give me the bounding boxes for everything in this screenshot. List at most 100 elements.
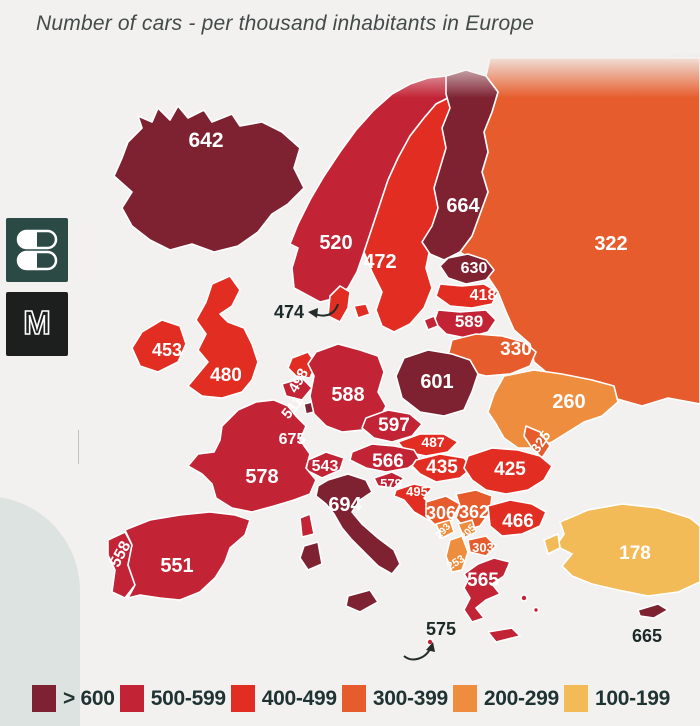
country-turkey-thrace[interactable]	[543, 533, 561, 555]
label-estonia: 630	[461, 260, 488, 277]
country-greece[interactable]	[463, 557, 511, 623]
label-uk: 480	[210, 365, 242, 386]
label-bulgaria: 466	[502, 511, 534, 532]
country-czechia[interactable]	[361, 409, 423, 443]
legend-item-300: 300-399	[341, 685, 448, 712]
label-croatia: 495	[406, 484, 428, 499]
country-turkey[interactable]	[555, 503, 700, 597]
label-italy: 694	[328, 494, 362, 516]
decor-vertical-line	[78, 430, 79, 464]
label-turkey: 178	[619, 543, 651, 564]
label-poland: 601	[420, 371, 453, 393]
country-hungary[interactable]	[411, 453, 473, 483]
legend-swatch-600	[32, 685, 56, 712]
country-netherlands[interactable]	[287, 351, 317, 379]
label-iceland: 642	[188, 129, 223, 152]
country-bosnia[interactable]	[425, 495, 461, 529]
country-italy-sardinia[interactable]	[299, 541, 323, 571]
label-austria: 566	[372, 451, 404, 472]
country-latvia[interactable]	[435, 283, 499, 309]
label-germany: 588	[331, 384, 364, 406]
country-uk[interactable]	[187, 275, 259, 399]
country-kaliningrad[interactable]	[423, 315, 439, 331]
label-ireland: 453	[152, 340, 182, 360]
country-iceland[interactable]	[113, 105, 305, 253]
legend-label-400: 400-499	[261, 686, 337, 710]
label-cyprus: 665	[632, 626, 662, 646]
label-slovenia: 579	[380, 476, 402, 491]
label-greece: 565	[467, 570, 499, 591]
legend-item-400: 400-499	[230, 685, 337, 712]
label-denmark: 474	[274, 302, 304, 322]
country-greece-island-2[interactable]	[532, 606, 540, 614]
legend-swatch-500	[119, 685, 144, 712]
top-fade-overlay	[290, 52, 700, 98]
label-lithuania: 589	[455, 312, 483, 331]
country-poland[interactable]	[395, 349, 479, 417]
label-russia: 322	[594, 233, 627, 255]
legend-swatch-100	[563, 685, 588, 712]
legend-label-200: 200-299	[483, 686, 559, 710]
label-north-macedonia: 303	[472, 540, 494, 555]
label-bosnia: 306	[426, 503, 456, 523]
country-ukraine[interactable]	[487, 369, 619, 449]
label-slovakia: 487	[421, 434, 445, 450]
country-romania[interactable]	[463, 447, 553, 495]
country-value-labels: 642 520 472 664 322 630 418 589 330 601 …	[107, 129, 662, 646]
sidebar-logos: M	[6, 218, 70, 366]
country-italy[interactable]	[315, 473, 401, 575]
country-belgium[interactable]	[281, 377, 313, 401]
label-czechia: 597	[378, 415, 410, 436]
label-serbia: 362	[459, 502, 489, 522]
legend-item-500: 500-599	[119, 685, 226, 712]
country-spain[interactable]	[124, 511, 251, 601]
m-logo-tile[interactable]: M	[6, 292, 68, 356]
country-estonia[interactable]	[439, 253, 495, 285]
m-logo-icon: M	[6, 290, 68, 359]
label-belarus: 330	[500, 339, 532, 360]
country-albania[interactable]	[445, 535, 469, 573]
legend-label-100: 100-199	[594, 686, 670, 710]
label-norway: 520	[319, 232, 352, 254]
country-north-macedonia[interactable]	[467, 535, 497, 557]
country-denmark[interactable]	[327, 285, 351, 323]
country-montenegro[interactable]	[435, 519, 455, 539]
country-bulgaria[interactable]	[487, 499, 547, 537]
malta-arrowhead	[426, 642, 435, 652]
legend-item-200: 200-299	[452, 685, 559, 712]
label-sweden: 472	[363, 251, 396, 273]
label-romania: 425	[494, 459, 526, 480]
country-corsica[interactable]	[299, 513, 315, 538]
label-spain: 551	[160, 555, 193, 577]
pills-logo-tile[interactable]	[6, 218, 68, 282]
label-ukraine: 260	[552, 391, 585, 413]
country-kosovo[interactable]	[457, 519, 477, 539]
country-italy-sicily[interactable]	[345, 589, 379, 613]
legend-label-300: 300-399	[372, 686, 448, 710]
label-hungary: 435	[426, 457, 458, 478]
legend-swatch-400	[230, 685, 255, 712]
label-finland: 664	[446, 195, 480, 217]
legend-swatch-300	[341, 685, 366, 712]
svg-text:M: M	[23, 304, 51, 341]
malta-arrow	[403, 646, 432, 661]
legend-label-500: 500-599	[150, 686, 226, 710]
label-luxembourg: 675	[279, 431, 306, 448]
label-latvia: 418	[470, 287, 497, 304]
country-finland[interactable]	[421, 69, 499, 261]
country-ireland[interactable]	[131, 319, 187, 373]
country-cyprus[interactable]	[637, 603, 669, 619]
country-greece-island-1[interactable]	[520, 594, 528, 602]
country-serbia[interactable]	[455, 489, 493, 531]
country-france[interactable]	[187, 399, 317, 513]
label-switzerland: 543	[312, 458, 339, 475]
country-slovenia[interactable]	[373, 471, 405, 489]
country-denmark-island[interactable]	[353, 303, 371, 319]
pills-icon	[6, 216, 68, 285]
legend-swatch-200	[452, 685, 477, 712]
country-greece-crete[interactable]	[487, 627, 521, 643]
map-title: Number of cars - per thousand inhabitant…	[36, 12, 535, 35]
label-malta: 575	[426, 619, 456, 639]
